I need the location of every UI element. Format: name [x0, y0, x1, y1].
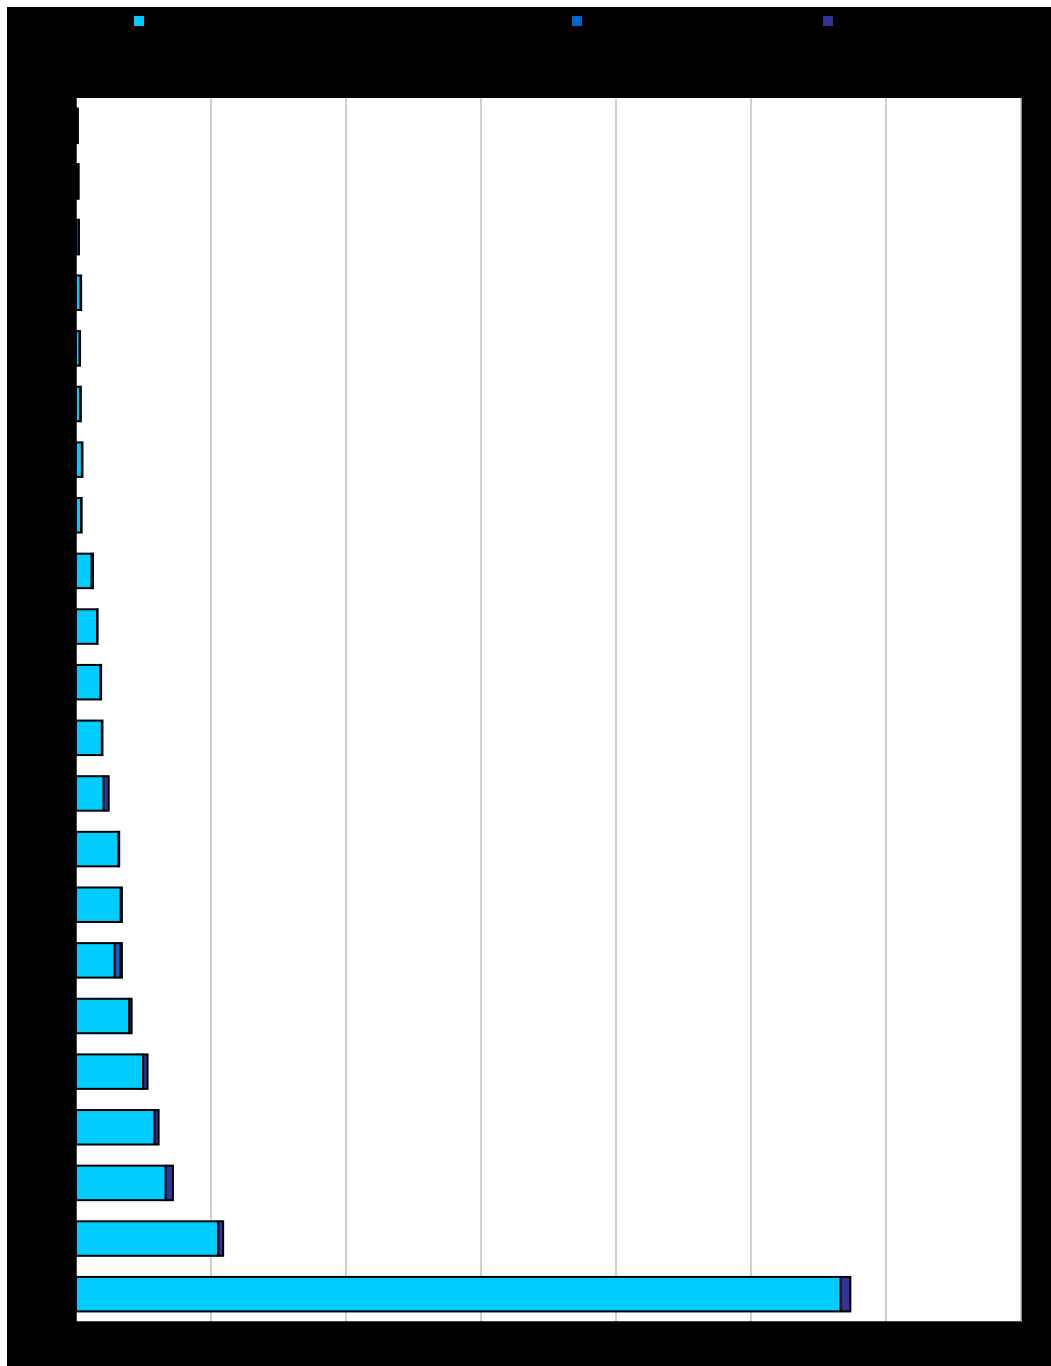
bar-series-3-row-4: [79, 274, 83, 311]
bar-series-1-row-14: [75, 830, 120, 868]
bar-series-3-row-12: [100, 719, 104, 757]
bar-series-3-row-20: [164, 1164, 174, 1202]
bar-series-3-row-3: [77, 218, 80, 256]
bar-series-1-row-19: [75, 1109, 156, 1146]
bar-series-1-row-13: [75, 775, 105, 812]
bar-series-1-row-15: [75, 886, 122, 923]
bar-series-3-row-6: [79, 385, 82, 423]
bar-series-3-row-1: [76, 107, 79, 145]
bar-series-1-row-9: [75, 552, 93, 590]
bar-series-3-row-17: [128, 997, 133, 1035]
bar-series-1-row-11: [75, 663, 102, 701]
bar-series-1-row-17: [75, 997, 131, 1035]
bar-series-3-row-11: [99, 663, 103, 701]
bar-series-3-row-9: [90, 552, 95, 590]
bar-series-3-row-7: [80, 441, 84, 478]
bar-series-1-row-16: [75, 942, 116, 979]
bar-series-1-row-10: [75, 608, 99, 645]
bar-series-1-row-12: [75, 719, 103, 757]
bar-series-3-row-18: [142, 1053, 149, 1090]
plot-area-background: [76, 98, 1021, 1322]
bars: [75, 107, 852, 1313]
legend: [7, 7, 1051, 37]
bar-series-3-row-21: [217, 1220, 225, 1257]
bar-series-3-row-15: [119, 886, 123, 923]
gridlines: [210, 98, 1022, 1322]
bar-series-3-row-14: [117, 830, 121, 868]
legend-swatch-series-2: [572, 16, 582, 26]
plot-svg: [75, 98, 1022, 1323]
bar-series-3-row-2: [77, 163, 80, 200]
bar-series-3-row-10: [96, 608, 99, 645]
legend-swatch-series-1: [134, 16, 144, 26]
bar-series-3-row-19: [153, 1109, 160, 1146]
bar-series-1-row-22: [75, 1275, 842, 1313]
bar-series-3-row-13: [102, 775, 110, 812]
chart-frame: [7, 7, 1051, 1366]
bar-series-3-row-22: [839, 1275, 852, 1313]
bar-series-3-row-16: [119, 942, 123, 979]
bar-series-3-row-5: [78, 330, 82, 367]
legend-swatch-series-3: [823, 16, 833, 26]
bar-series-1-row-21: [75, 1220, 220, 1257]
bar-series-3-row-8: [80, 497, 83, 534]
bar-series-1-row-18: [75, 1053, 145, 1090]
bar-series-1-row-20: [75, 1164, 167, 1202]
